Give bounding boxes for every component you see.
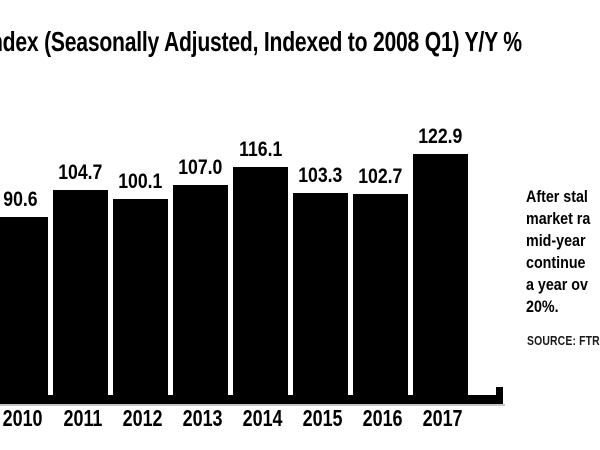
bar: [233, 167, 288, 395]
bar-chart: 90.6 104.7 100.1 107.0 116.1 103.3 102.7 122.9: [0, 125, 473, 395]
bar-group: 122.9: [413, 125, 473, 395]
bar: [113, 199, 168, 395]
bar: [413, 154, 468, 395]
bar-value-label: 90.6: [3, 188, 38, 211]
x-axis-line: [0, 395, 503, 404]
x-axis-label: 2015: [303, 405, 343, 431]
bar: [53, 190, 108, 395]
x-axis-label: 2017: [423, 405, 463, 431]
x-axis-label: 2013: [183, 405, 223, 431]
x-axis-label: 2014: [243, 405, 283, 431]
bar-group: 102.7: [353, 165, 413, 395]
annotation-line: mid-year: [526, 231, 586, 250]
annotation-line: After stal: [526, 187, 588, 206]
bar: [293, 193, 348, 395]
x-axis-label: 2011: [63, 405, 103, 431]
annotation-line: continue: [526, 253, 586, 272]
bar-value-label: 100.1: [118, 170, 163, 193]
x-axis-label: 2012: [123, 405, 163, 431]
source-label: SOURCE: FTR: [527, 333, 600, 348]
x-axis-hairline: [0, 404, 505, 406]
bar-value-label: 104.7: [58, 161, 103, 184]
bar-value-label: 102.7: [358, 165, 403, 188]
bar-group: 107.0: [173, 156, 233, 395]
x-axis: 2010 2011 2012 2013 2014 2015 2016 2017: [0, 406, 473, 430]
x-axis-end-tick: [496, 387, 503, 404]
annotation-line: 20%.: [526, 297, 559, 316]
x-axis-label: 2010: [3, 405, 43, 431]
bar: [173, 185, 228, 395]
bar-group: 100.1: [113, 170, 173, 395]
bar-value-label: 116.1: [238, 138, 283, 161]
bar-value-label: 122.9: [418, 125, 463, 148]
annotation: After stal market ra mid-year continue a…: [526, 186, 600, 318]
x-axis-label: 2016: [363, 405, 403, 431]
bar: [353, 194, 408, 395]
bar-group: 116.1: [233, 138, 293, 395]
bar-group: 104.7: [53, 161, 113, 395]
bar-value-label: 103.3: [298, 164, 343, 187]
bar-group: 103.3: [293, 164, 353, 395]
bar-value-label: 107.0: [178, 156, 223, 179]
annotation-line: a year ov: [526, 275, 588, 294]
chart-title: ndex (Seasonally Adjusted, Indexed to 20…: [0, 26, 522, 57]
bar-group: 90.6: [0, 188, 53, 395]
bar: [0, 217, 48, 395]
annotation-line: market ra: [526, 209, 591, 228]
